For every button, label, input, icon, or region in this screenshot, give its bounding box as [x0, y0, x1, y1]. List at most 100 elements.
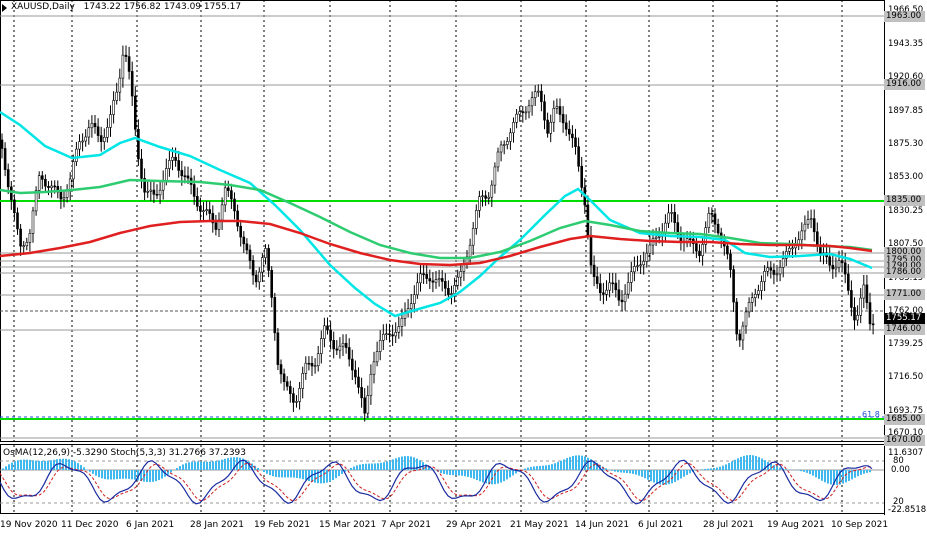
date-label: 19 Aug 2021 [767, 520, 825, 530]
candle-body [595, 276, 599, 284]
candle-body [350, 358, 354, 371]
fib-label: 61.8 [862, 410, 880, 419]
osma-bar [620, 470, 622, 473]
osma-bar [671, 470, 673, 484]
osma-bar [23, 459, 25, 470]
candle-body [440, 278, 444, 282]
candle-body [180, 170, 184, 177]
osma-bar [98, 470, 100, 478]
candle-body [505, 141, 509, 145]
osma-bar [263, 470, 265, 473]
osma-bar [719, 466, 721, 470]
candle-body [270, 270, 274, 298]
candle-body [617, 289, 621, 301]
osma-bar [614, 470, 616, 472]
candle-body [564, 122, 568, 130]
osma-bar [341, 470, 343, 474]
osma-bar [551, 464, 553, 470]
candle-body [124, 54, 128, 57]
osma-bar [50, 460, 52, 470]
candle-body [109, 114, 112, 128]
candle-body [425, 274, 429, 279]
candle-body [846, 273, 850, 291]
osma-bar [14, 461, 16, 470]
price-tick: 1716.50 [888, 372, 924, 382]
osma-bar [272, 470, 274, 477]
candle-body [698, 250, 701, 257]
osma-bar [722, 465, 724, 470]
osma-bar [128, 470, 130, 479]
candle-body [165, 168, 168, 181]
osma-bar [377, 463, 379, 470]
candle-body [192, 184, 196, 197]
osma-bar [467, 470, 469, 477]
chart-header: XAUUSD,Daily 1743.22 1756.82 1743.09 175… [3, 2, 241, 12]
candle-body [208, 209, 211, 214]
osma-bar [194, 461, 196, 470]
ma-slow-line [0, 219, 873, 267]
candle-body [177, 160, 180, 171]
candle-body [285, 381, 289, 387]
osma-bar [647, 470, 649, 480]
osma-bar [548, 464, 550, 470]
price-tick: 1762.00 [888, 306, 924, 316]
candle-body [6, 169, 10, 188]
osma-bar [755, 455, 757, 470]
candle-body [96, 126, 100, 136]
osma-bar [785, 469, 787, 470]
osma-bar [71, 460, 73, 470]
ohlc-values: 1743.22 1756.82 1743.09 1755.17 [83, 2, 242, 12]
candle-body [471, 228, 475, 246]
osma-bar [806, 470, 808, 473]
candle-body [512, 122, 515, 134]
candle-body [357, 376, 360, 388]
price-label-1800: 1800.00 [884, 247, 925, 258]
osma-bar [281, 470, 283, 478]
candle-body [809, 218, 813, 220]
candle-body [0, 139, 4, 149]
candles [0, 45, 875, 422]
date-label: 10 Sep 2021 [831, 520, 889, 530]
osma-bar [734, 459, 736, 470]
osma-bar [797, 470, 799, 471]
osma-bar [284, 470, 286, 478]
candle-body [205, 209, 208, 211]
candle-body [521, 111, 525, 113]
osma-bar [278, 470, 280, 478]
osma-bar [701, 469, 703, 470]
candle-body [171, 156, 174, 161]
candle-body [474, 210, 478, 229]
candle-body [853, 307, 856, 321]
candle-body [763, 270, 766, 282]
osma-bar [248, 461, 250, 470]
candle-body [459, 271, 463, 278]
osma-bar [65, 458, 67, 470]
candle-body [800, 230, 804, 241]
osma-bar [830, 470, 832, 485]
osma-bar [392, 459, 394, 470]
osma-bar [557, 462, 559, 470]
candle-body [598, 283, 602, 294]
osma-bar [749, 455, 751, 470]
candle-body [605, 289, 608, 295]
osma-bar [41, 461, 43, 470]
candle-body [502, 144, 506, 146]
price-label-1746: 1746.00 [884, 324, 925, 335]
stoch-main-line [0, 459, 873, 505]
osma-bar [374, 463, 376, 470]
osma-bar [560, 460, 562, 470]
candle-body [288, 386, 292, 394]
candle-body [695, 243, 698, 252]
osma-bar [848, 470, 850, 481]
osma-bar [596, 462, 598, 470]
candle-body [242, 236, 246, 245]
osma-bar [740, 456, 742, 470]
osma-bar [206, 461, 208, 470]
osma-bar [449, 470, 451, 475]
osma-bar [329, 470, 331, 482]
osma-bar [380, 462, 382, 470]
symbol-label: XAUUSD,Daily [11, 2, 75, 12]
candle-body [729, 253, 732, 270]
osma-bar [485, 470, 487, 484]
